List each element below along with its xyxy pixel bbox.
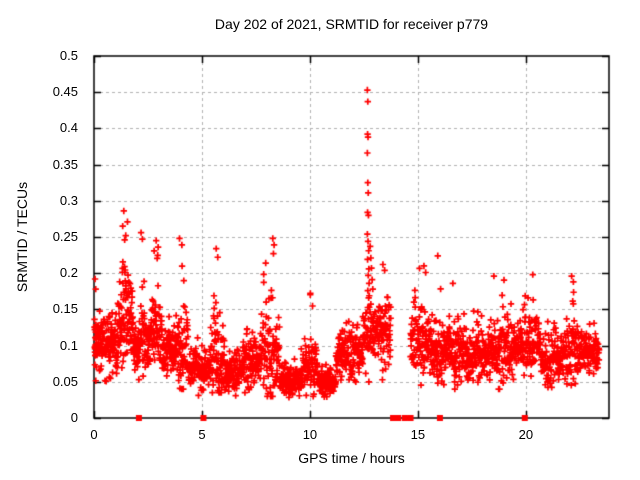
y-tick-label: 0.25 (52, 229, 78, 244)
y-tick-label: 0.05 (52, 373, 78, 389)
x-tick-label: 5 (198, 427, 206, 442)
x-tick-label: 15 (410, 427, 426, 442)
y-tick-label: 0.2 (59, 265, 78, 281)
y-tick-label: 0.5 (59, 48, 78, 63)
y-tick-label: 0.3 (59, 192, 78, 208)
x-tick-label: 0 (90, 427, 98, 442)
y-tick-label: 0.4 (59, 120, 78, 136)
chart-title: Day 202 of 2021, SRMTID for receiver p77… (214, 16, 489, 32)
y-tick-label: 0.45 (52, 84, 78, 100)
y-tick-label: 0.35 (52, 156, 78, 172)
y-tick-label: 0.15 (52, 301, 78, 317)
x-tick-label: 10 (302, 427, 318, 442)
y-tick-label: 0 (70, 410, 78, 425)
x-axis-label: GPS time / hours (298, 450, 405, 466)
y-tick-label: 0.1 (59, 337, 78, 353)
x-tick-label: 20 (518, 427, 534, 442)
